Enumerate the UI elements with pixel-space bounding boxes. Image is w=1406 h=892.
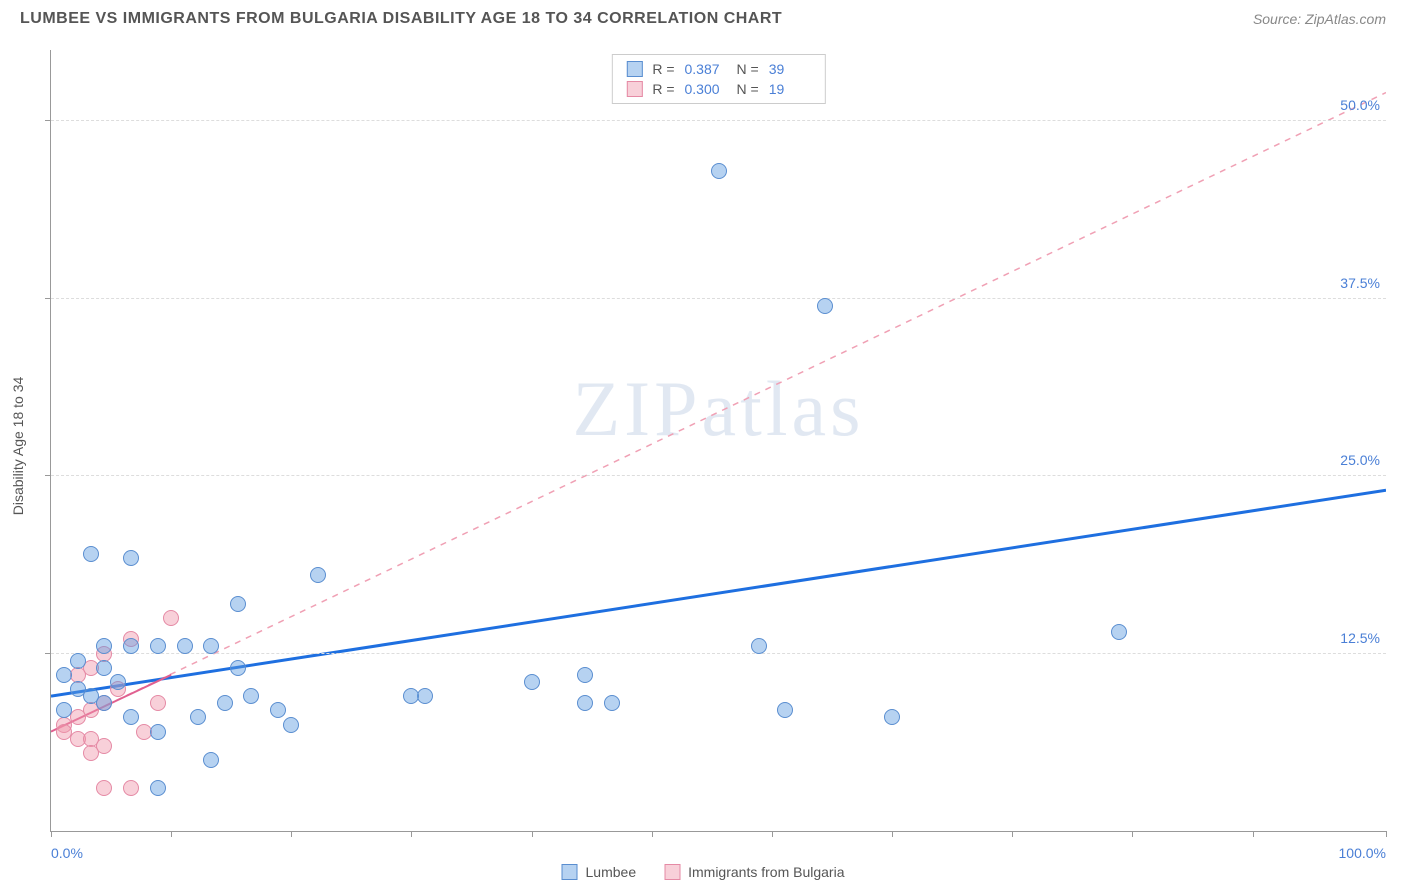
stat-r-label: R = <box>652 61 674 77</box>
scatter-point <box>203 638 219 654</box>
legend-swatch-icon <box>664 864 680 880</box>
scatter-point <box>123 638 139 654</box>
scatter-point <box>123 709 139 725</box>
scatter-point <box>83 688 99 704</box>
legend-item: Lumbee <box>562 864 637 880</box>
y-tick-mark <box>45 298 51 299</box>
y-tick-label: 25.0% <box>1340 452 1380 468</box>
stat-r-value: 0.300 <box>685 81 727 97</box>
x-tick-mark <box>411 831 412 837</box>
x-tick-mark <box>1386 831 1387 837</box>
x-tick-mark <box>51 831 52 837</box>
stats-legend-box: R = 0.387 N = 39 R = 0.300 N = 19 <box>611 54 825 104</box>
scatter-point <box>884 709 900 725</box>
legend-label: Lumbee <box>586 864 637 880</box>
scatter-point <box>123 550 139 566</box>
scatter-point <box>203 752 219 768</box>
scatter-point <box>403 688 419 704</box>
gridline <box>51 120 1386 121</box>
scatter-point <box>190 709 206 725</box>
x-tick-mark <box>1253 831 1254 837</box>
x-axis-end-label: 100.0% <box>1339 845 1386 861</box>
stat-n-label: N = <box>737 81 759 97</box>
x-tick-mark <box>532 831 533 837</box>
chart-source: Source: ZipAtlas.com <box>1253 11 1386 27</box>
scatter-point <box>230 660 246 676</box>
x-tick-mark <box>772 831 773 837</box>
gridline <box>51 298 1386 299</box>
scatter-point <box>96 638 112 654</box>
scatter-point <box>711 163 727 179</box>
y-tick-label: 37.5% <box>1340 275 1380 291</box>
stat-n-label: N = <box>737 61 759 77</box>
y-tick-label: 50.0% <box>1340 97 1380 113</box>
scatter-point <box>150 780 166 796</box>
legend-swatch-icon <box>626 61 642 77</box>
scatter-point <box>751 638 767 654</box>
scatter-point <box>604 695 620 711</box>
scatter-point <box>56 667 72 683</box>
scatter-point <box>283 717 299 733</box>
scatter-point <box>270 702 286 718</box>
chart-header: LUMBEE VS IMMIGRANTS FROM BULGARIA DISAB… <box>0 0 1406 28</box>
chart-plot-area: ZIPatlas R = 0.387 N = 39 R = 0.300 N = 19 12.5… <box>50 50 1386 832</box>
scatter-point <box>96 780 112 796</box>
x-tick-mark <box>652 831 653 837</box>
scatter-point <box>123 780 139 796</box>
stats-row: R = 0.387 N = 39 <box>612 59 824 79</box>
y-tick-label: 12.5% <box>1340 630 1380 646</box>
y-tick-mark <box>45 653 51 654</box>
scatter-point <box>243 688 259 704</box>
y-axis-title: Disability Age 18 to 34 <box>10 377 26 516</box>
scatter-point <box>83 546 99 562</box>
stat-r-value: 0.387 <box>685 61 727 77</box>
legend-item: Immigrants from Bulgaria <box>664 864 844 880</box>
scatter-point <box>230 596 246 612</box>
scatter-point <box>777 702 793 718</box>
scatter-point <box>577 667 593 683</box>
stat-n-value: 39 <box>769 61 811 77</box>
gridline <box>51 475 1386 476</box>
scatter-point <box>96 660 112 676</box>
scatter-point <box>163 610 179 626</box>
scatter-point <box>310 567 326 583</box>
x-tick-mark <box>291 831 292 837</box>
scatter-point <box>817 298 833 314</box>
gridline <box>51 653 1386 654</box>
scatter-point <box>524 674 540 690</box>
scatter-point <box>217 695 233 711</box>
scatter-point <box>110 674 126 690</box>
y-tick-mark <box>45 120 51 121</box>
scatter-point <box>1111 624 1127 640</box>
legend-bottom: Lumbee Immigrants from Bulgaria <box>562 864 845 880</box>
scatter-point <box>150 638 166 654</box>
legend-swatch-icon <box>562 864 578 880</box>
scatter-point <box>70 653 86 669</box>
scatter-point <box>150 695 166 711</box>
x-tick-mark <box>1012 831 1013 837</box>
scatter-point <box>150 724 166 740</box>
chart-title: LUMBEE VS IMMIGRANTS FROM BULGARIA DISAB… <box>20 10 782 28</box>
x-tick-mark <box>171 831 172 837</box>
legend-swatch-icon <box>626 81 642 97</box>
x-axis-start-label: 0.0% <box>51 845 83 861</box>
legend-label: Immigrants from Bulgaria <box>688 864 844 880</box>
scatter-point <box>577 695 593 711</box>
stat-n-value: 19 <box>769 81 811 97</box>
x-tick-mark <box>1132 831 1133 837</box>
scatter-point <box>177 638 193 654</box>
watermark: ZIPatlas <box>573 364 865 454</box>
scatter-point <box>83 745 99 761</box>
scatter-point <box>56 702 72 718</box>
y-tick-mark <box>45 475 51 476</box>
stats-row: R = 0.300 N = 19 <box>612 79 824 99</box>
x-tick-mark <box>892 831 893 837</box>
stat-r-label: R = <box>652 81 674 97</box>
